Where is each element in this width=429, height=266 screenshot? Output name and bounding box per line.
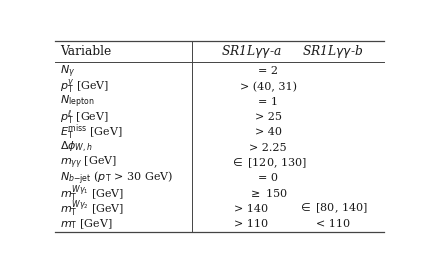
Text: = 0: = 0 — [258, 173, 278, 183]
Text: $\Delta\phi_{W,h}$: $\Delta\phi_{W,h}$ — [60, 140, 93, 155]
Text: > 140: > 140 — [234, 204, 269, 214]
Text: SR1L$\gamma\gamma$-b: SR1L$\gamma\gamma$-b — [302, 43, 363, 60]
Text: $m_{\mathrm{T}}$ [GeV]: $m_{\mathrm{T}}$ [GeV] — [60, 217, 113, 231]
Text: = 2: = 2 — [258, 66, 278, 76]
Text: Variable: Variable — [60, 45, 112, 58]
Text: $m_{\mathrm{T}}^{W\gamma_{2}}$ [GeV]: $m_{\mathrm{T}}^{W\gamma_{2}}$ [GeV] — [60, 198, 125, 219]
Text: > 25: > 25 — [254, 112, 281, 122]
Text: $p_{\mathrm{T}}^{\ell}$ [GeV]: $p_{\mathrm{T}}^{\ell}$ [GeV] — [60, 108, 109, 126]
Text: $\in$ [80, 140]: $\in$ [80, 140] — [298, 202, 368, 215]
Text: > 40: > 40 — [254, 127, 281, 137]
Text: $N_{b\mathrm{-jet}}$ ($p_{\mathrm{T}}$ > 30 GeV): $N_{b\mathrm{-jet}}$ ($p_{\mathrm{T}}$ >… — [60, 169, 173, 187]
Text: $\in$ [120, 130]: $\in$ [120, 130] — [230, 156, 306, 170]
Text: $m_{\mathrm{T}}^{W\gamma_{1}}$ [GeV]: $m_{\mathrm{T}}^{W\gamma_{1}}$ [GeV] — [60, 183, 125, 204]
Text: > 2.25: > 2.25 — [249, 143, 287, 153]
Text: $\geq$ 150: $\geq$ 150 — [248, 188, 288, 200]
Text: $N_{\gamma}$: $N_{\gamma}$ — [60, 63, 76, 80]
Text: > (40, 31): > (40, 31) — [239, 81, 296, 92]
Text: = 1: = 1 — [258, 97, 278, 107]
Text: SR1L$\gamma\gamma$-a: SR1L$\gamma\gamma$-a — [221, 43, 282, 60]
Text: $N_{\mathrm{lepton}}$: $N_{\mathrm{lepton}}$ — [60, 94, 95, 110]
Text: $p_{\mathrm{T}}^{\gamma}$ [GeV]: $p_{\mathrm{T}}^{\gamma}$ [GeV] — [60, 77, 109, 96]
Text: $E_{\mathrm{T}}^{\mathrm{miss}}$ [GeV]: $E_{\mathrm{T}}^{\mathrm{miss}}$ [GeV] — [60, 123, 123, 142]
Text: < 110: < 110 — [316, 219, 350, 229]
Text: > 110: > 110 — [234, 219, 269, 229]
Text: $m_{\gamma\gamma}$ [GeV]: $m_{\gamma\gamma}$ [GeV] — [60, 155, 118, 171]
